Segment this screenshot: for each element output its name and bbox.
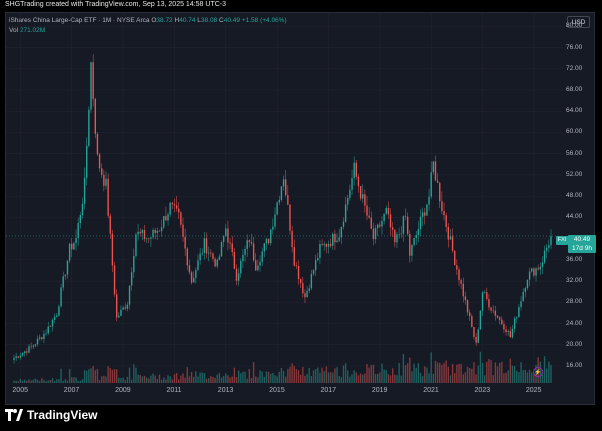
price-tick-label: 28.00	[566, 298, 583, 306]
time-tick-label: 2013	[217, 387, 234, 394]
vol-value: 271.02M	[19, 27, 46, 34]
price-tick-label: 68.00	[566, 85, 583, 93]
top-caption: SHGTrading created with TradingView.com,…	[5, 1, 227, 8]
price-tick-label: 24.00	[566, 319, 583, 327]
currency-button[interactable]: USD	[567, 16, 590, 28]
open-value: 38.72	[156, 17, 173, 24]
last-price-countdown: 17d 9h	[572, 245, 592, 252]
price-tick-label: 16.00	[566, 362, 583, 369]
price-tick-label: 52.00	[566, 170, 583, 178]
time-tick-label: 2011	[166, 387, 182, 394]
time-tick-label: 2007	[63, 387, 80, 394]
time-tick-label: 2025	[525, 387, 542, 394]
price-tick-label: 60.00	[566, 128, 583, 136]
symbol-description[interactable]: iShares China Large-Cap ETF · 1M · NYSE …	[9, 17, 150, 24]
tradingview-logo-icon	[5, 409, 23, 421]
low-label: L	[197, 17, 201, 24]
price-tick-label: 36.00	[566, 255, 583, 263]
low-value: 38.08	[200, 17, 218, 24]
chart-panel[interactable]	[5, 12, 595, 405]
time-tick-label: 2021	[423, 387, 439, 394]
price-tick-label: 56.00	[566, 149, 583, 157]
legend-ohlc: iShares China Large-Cap ETF · 1M · NYSE …	[9, 17, 287, 24]
time-tick-label: 2005	[12, 387, 28, 394]
price-tick-label: 48.00	[566, 192, 583, 200]
event-marker-icon[interactable]: ⚡	[533, 367, 543, 377]
price-tick-label: 80.00	[566, 22, 583, 30]
tradingview-logo: TradingView	[5, 408, 97, 422]
last-price-label: 40.49 17d 9h	[568, 235, 596, 253]
time-tick-label: 2015	[269, 387, 285, 394]
time-tick-label: 2017	[320, 387, 337, 394]
price-tick-label: 32.00	[566, 277, 583, 285]
symbol-badge: FXI	[556, 236, 568, 245]
change-value: +1.58 (+4.06%)	[241, 17, 287, 24]
last-price-value: 40.49	[573, 236, 591, 243]
legend-volume: Vol 271.02M	[9, 27, 45, 34]
time-tick-label: 2009	[115, 387, 131, 394]
price-tick-label: 64.00	[566, 107, 583, 115]
time-tick-label: 2023	[474, 387, 491, 394]
time-tick-label: 2019	[371, 387, 388, 394]
high-label: H	[174, 17, 180, 24]
brand-name: TradingView	[27, 408, 98, 422]
vol-label: Vol	[9, 27, 19, 34]
price-tick-label: 44.00	[566, 213, 583, 221]
open-label: O	[151, 17, 157, 24]
price-tick-label: 20.00	[566, 340, 583, 348]
price-tick-label: 76.00	[566, 43, 583, 51]
footer	[0, 405, 602, 431]
high-value: 40.74	[179, 17, 196, 24]
close-value: 40.49	[223, 17, 240, 24]
price-tick-label: 72.00	[566, 64, 583, 72]
close-label: C	[219, 17, 224, 24]
